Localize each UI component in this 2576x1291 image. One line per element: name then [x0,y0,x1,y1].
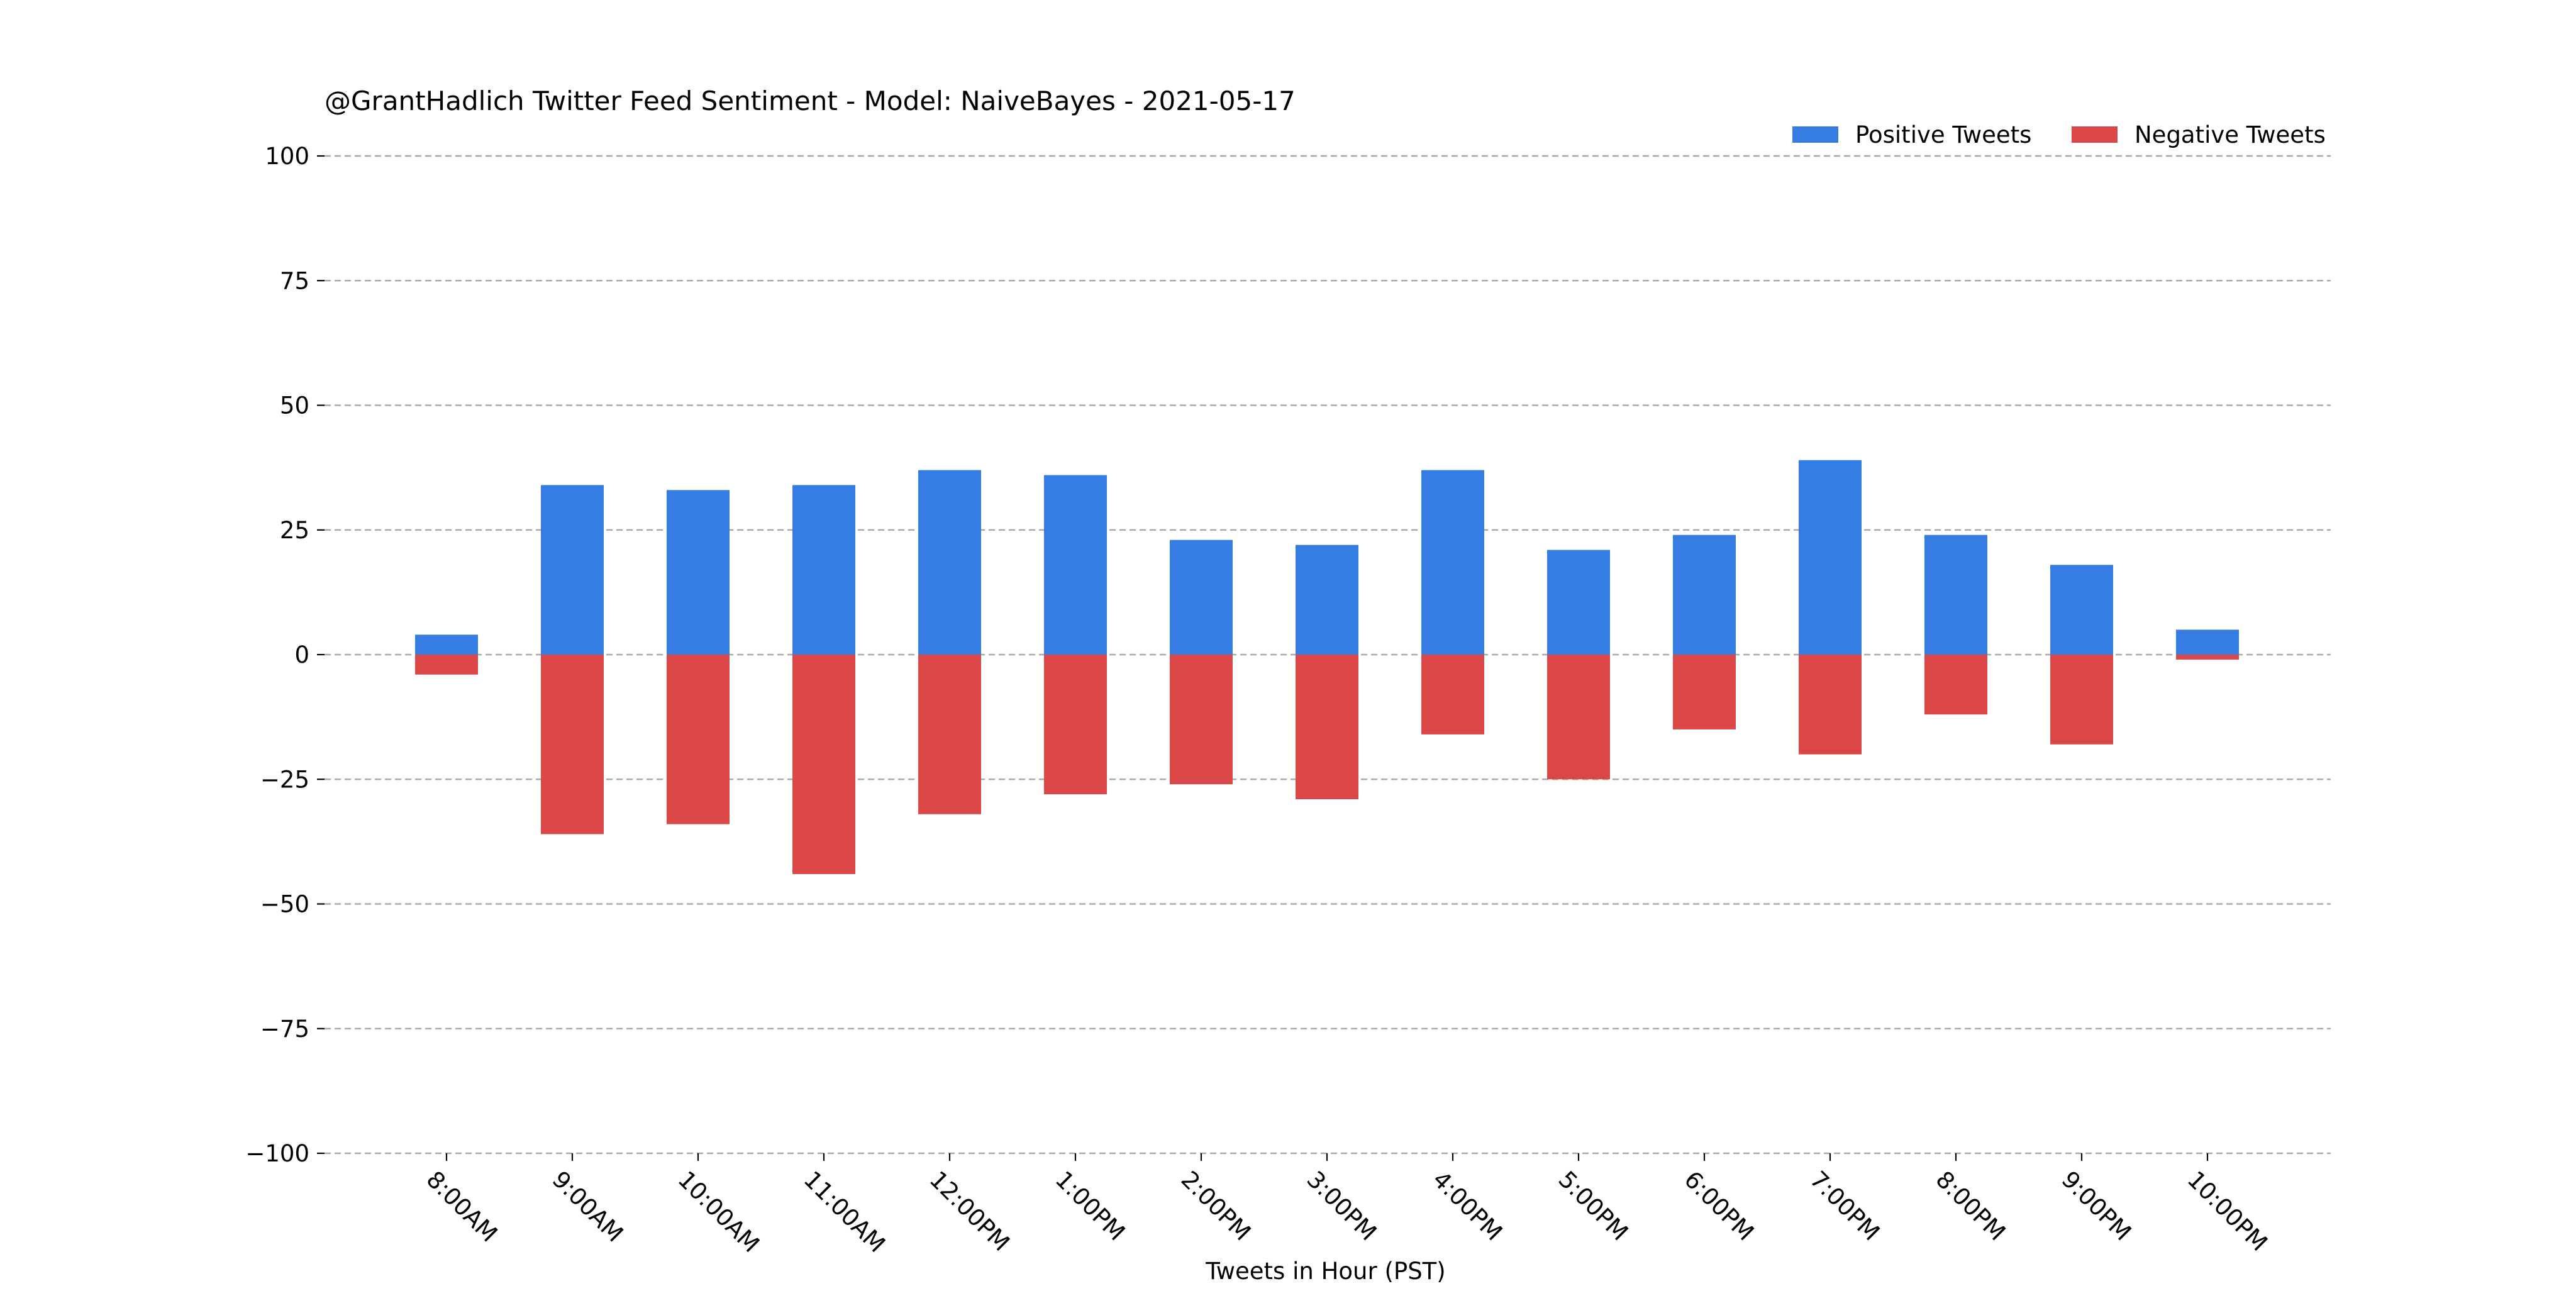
bar-negative [541,655,604,834]
x-tick-label: 10:00PM [2182,1166,2273,1256]
bar-negative [1547,655,1610,780]
y-tick-label: 100 [265,143,309,170]
bar-negative [1421,655,1484,734]
x-tick-label: 8:00PM [1931,1166,2011,1246]
bar-positive [792,485,855,655]
x-tick-label: 4:00PM [1428,1166,1508,1246]
x-tick-label: 12:00PM [924,1166,1015,1256]
bar-positive [1421,470,1484,655]
y-tick-label: 50 [280,392,309,419]
bar-positive [415,634,478,655]
y-tick-label: −25 [260,766,309,793]
x-tick-label: 2:00PM [1176,1166,1257,1246]
bar-negative [1799,655,1862,755]
bar-positive [1170,540,1233,655]
x-tick-label: 10:00AM [673,1166,765,1258]
bar-positive [667,490,730,655]
bar-positive [2050,565,2113,655]
x-tick-label: 6:00PM [1679,1166,1760,1246]
x-axis-label: Tweets in Hour (PST) [1205,1258,1445,1285]
legend-label-positive: Positive Tweets [1855,121,2031,148]
bar-positive [1547,550,1610,655]
bar-positive [1044,475,1107,655]
bar-negative [415,655,478,675]
x-tick-label: 1:00PM [1050,1166,1131,1246]
bar-positive [2176,629,2239,655]
y-tick-label: 75 [280,267,309,294]
bar-negative [1296,655,1358,799]
bars [415,460,2239,874]
x-tick-label: 9:00PM [2057,1166,2137,1246]
bar-negative [792,655,855,874]
y-tick-label: −100 [245,1140,309,1167]
chart-title: @GrantHadlich Twitter Feed Sentiment - M… [325,86,1296,116]
y-tick-label: 0 [294,641,309,668]
x-axis: 8:00AM 9:00AM 10:00AM 11:00AM 12:00PM 1:00PM 2… [421,1153,2273,1258]
bar-positive [918,470,981,655]
bar-negative [918,655,981,814]
bar-positive [1799,460,1862,655]
x-tick-label: 3:00PM [1302,1166,1382,1246]
bar-positive [1924,535,1987,655]
bar-negative [2050,655,2113,745]
x-tick-label: 5:00PM [1553,1166,1634,1246]
legend: Positive Tweets Negative Tweets [1792,121,2326,148]
legend-swatch-negative [2072,126,2118,143]
x-tick-label: 7:00PM [1805,1166,1885,1246]
x-tick-label: 8:00AM [421,1166,503,1248]
y-tick-label: −50 [260,891,309,918]
bar-negative [1924,655,1987,715]
legend-label-negative: Negative Tweets [2135,121,2326,148]
y-axis: 100 75 50 25 0 −25 −50 −75 −100 [245,143,325,1167]
bar-negative [2176,655,2239,660]
bar-negative [667,655,730,824]
y-tick-label: −75 [260,1016,309,1043]
bar-positive [1673,535,1736,655]
bar-negative [1170,655,1233,785]
grid-lines [325,155,2331,1155]
bar-negative [1673,655,1736,729]
bar-positive [541,485,604,655]
x-tick-label: 9:00AM [547,1166,629,1248]
x-tick-label: 11:00AM [799,1166,891,1258]
bar-negative [1044,655,1107,795]
legend-swatch-positive [1792,126,1838,143]
bar-positive [1296,545,1358,655]
y-tick-label: 25 [280,517,309,544]
